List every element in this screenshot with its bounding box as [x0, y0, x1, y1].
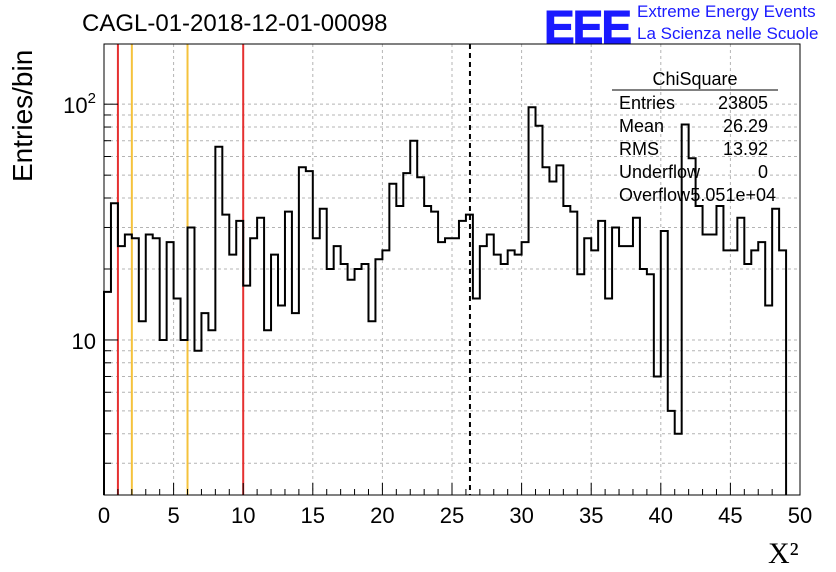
stat-entries-label: Entries	[619, 93, 676, 113]
stat-rms-label: RMS	[619, 139, 659, 159]
x-tick-label: 20	[370, 503, 394, 528]
x-tick-label: 15	[301, 503, 325, 528]
x-tick-label: 5	[167, 503, 179, 528]
x-tick-label: 40	[649, 503, 673, 528]
x-tick-label: 25	[440, 503, 464, 528]
histogram-series	[103, 106, 788, 495]
x-axis-label: X²	[768, 537, 799, 570]
x-tick-label: 35	[579, 503, 603, 528]
stat-rms-value: 13.92	[722, 139, 768, 159]
y-axis-label: Entries/bin	[7, 49, 38, 182]
chart-title: CAGL-01-2018-12-01-00098	[82, 10, 388, 37]
x-tick-label: 45	[718, 503, 742, 528]
stat-entries-value: 23805	[717, 93, 768, 113]
stat-mean-value: 26.29	[722, 116, 768, 136]
y-tick-label: 102	[63, 90, 96, 118]
stat-mean-label: Mean	[619, 116, 665, 136]
stats-title: ChiSquare	[652, 69, 738, 89]
logo-line-1: Extreme Energy Events	[637, 2, 816, 21]
eee-logo: EEE	[543, 1, 632, 54]
stat-underflow-value: 0	[757, 162, 768, 182]
stat-overflow-value: 5.051e+04	[690, 185, 776, 205]
x-tick-label: 30	[509, 503, 533, 528]
x-tick-label: 0	[98, 503, 110, 528]
x-tick-label: 50	[788, 503, 812, 528]
logo-line-2: La Scienza nelle Scuole	[637, 24, 819, 43]
x-tick-label: 10	[231, 503, 255, 528]
stat-overflow-label: Overflow	[619, 185, 691, 205]
y-tick-label: 10	[72, 329, 96, 354]
stat-underflow-label: Underflow	[619, 162, 701, 182]
